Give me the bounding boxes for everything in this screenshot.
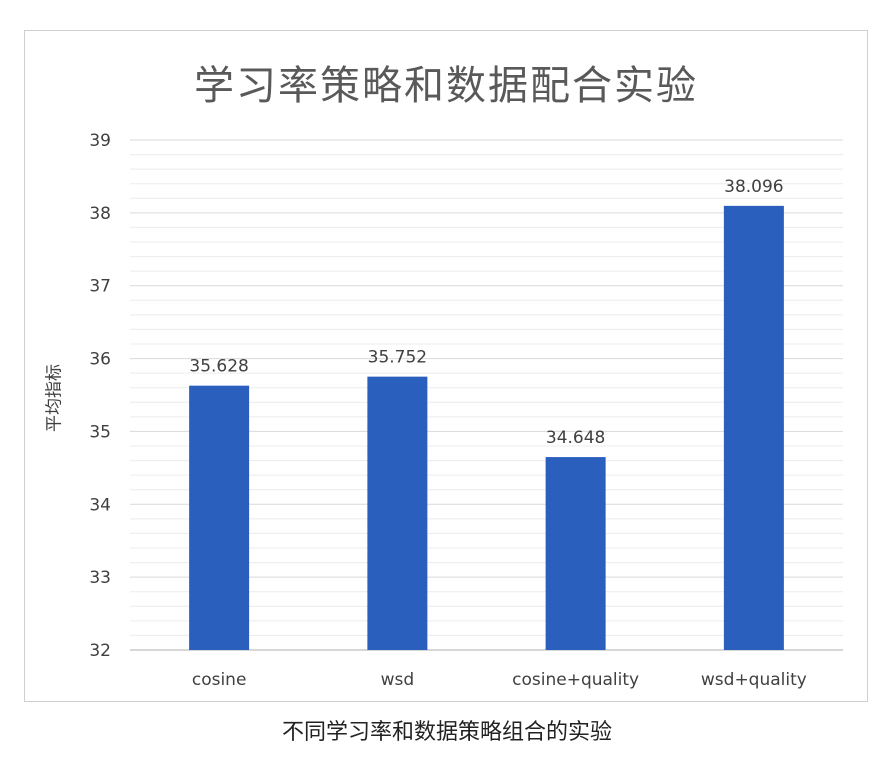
chart-title: 学习率策略和数据配合实验	[194, 63, 698, 109]
y-tick-label: 38	[89, 204, 111, 224]
data-label: 35.752	[368, 348, 427, 368]
x-tick-label: wsd+quality	[701, 670, 807, 690]
y-tick-label: 35	[89, 422, 111, 442]
y-tick-label: 33	[89, 568, 111, 588]
data-label: 38.096	[724, 177, 783, 197]
x-tick-label: wsd	[381, 670, 415, 690]
x-tick-label: cosine	[192, 670, 247, 690]
data-label: 35.628	[189, 357, 248, 377]
y-tick-label: 36	[89, 350, 111, 370]
x-tick-label: cosine+quality	[512, 670, 639, 690]
x-axis-ticks: cosine wsd cosine+quality wsd+quality	[192, 670, 807, 690]
data-label: 34.648	[546, 428, 605, 448]
bar-cosine	[189, 385, 250, 650]
y-tick-label: 34	[89, 495, 111, 515]
bar-cosine-plus-quality	[545, 457, 606, 650]
figure-caption: 不同学习率和数据策略组合的实验	[281, 720, 612, 745]
bar-wsd-plus-quality	[723, 205, 784, 650]
bars	[189, 205, 784, 650]
y-axis-ticks: 32 33 34 35 36 37 38 39	[89, 131, 111, 661]
bar-wsd	[367, 376, 428, 650]
data-labels: 35.628 35.752 34.648 38.096	[189, 177, 783, 448]
y-tick-label: 32	[89, 641, 111, 661]
y-tick-label: 39	[89, 131, 111, 151]
y-tick-label: 37	[89, 277, 111, 297]
